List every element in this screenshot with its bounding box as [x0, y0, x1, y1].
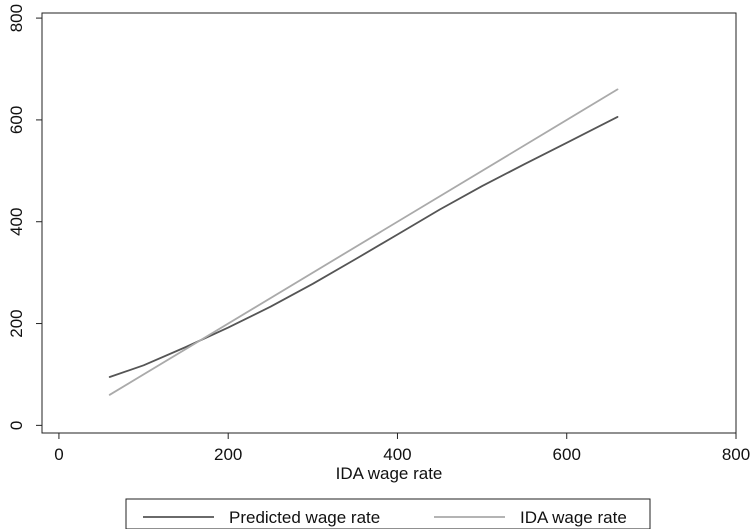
legend: Predicted wage rate IDA wage rate	[125, 498, 651, 529]
y-tick-label: 200	[7, 309, 26, 337]
plot-area	[41, 12, 737, 434]
series-line-2	[108, 88, 619, 396]
y-axis: 0 200 400 600 800	[7, 4, 42, 430]
x-tick-label: 200	[214, 445, 242, 464]
x-tick-label: 800	[722, 445, 750, 464]
legend-label-2: IDA wage rate	[520, 508, 627, 527]
series-layer	[108, 88, 619, 396]
y-tick-label: 600	[7, 106, 26, 134]
x-axis: 0 200 400 600 800	[54, 433, 750, 464]
x-tick-label: 400	[383, 445, 411, 464]
legend-label-1: Predicted wage rate	[229, 508, 380, 527]
y-tick-label: 400	[7, 208, 26, 236]
y-tick-label: 800	[7, 4, 26, 32]
x-tick-label: 0	[54, 445, 63, 464]
series-line-1	[108, 116, 619, 378]
x-axis-title: IDA wage rate	[336, 464, 443, 483]
legend-box	[125, 498, 651, 529]
x-tick-label: 600	[553, 445, 581, 464]
y-tick-label: 0	[7, 421, 26, 430]
